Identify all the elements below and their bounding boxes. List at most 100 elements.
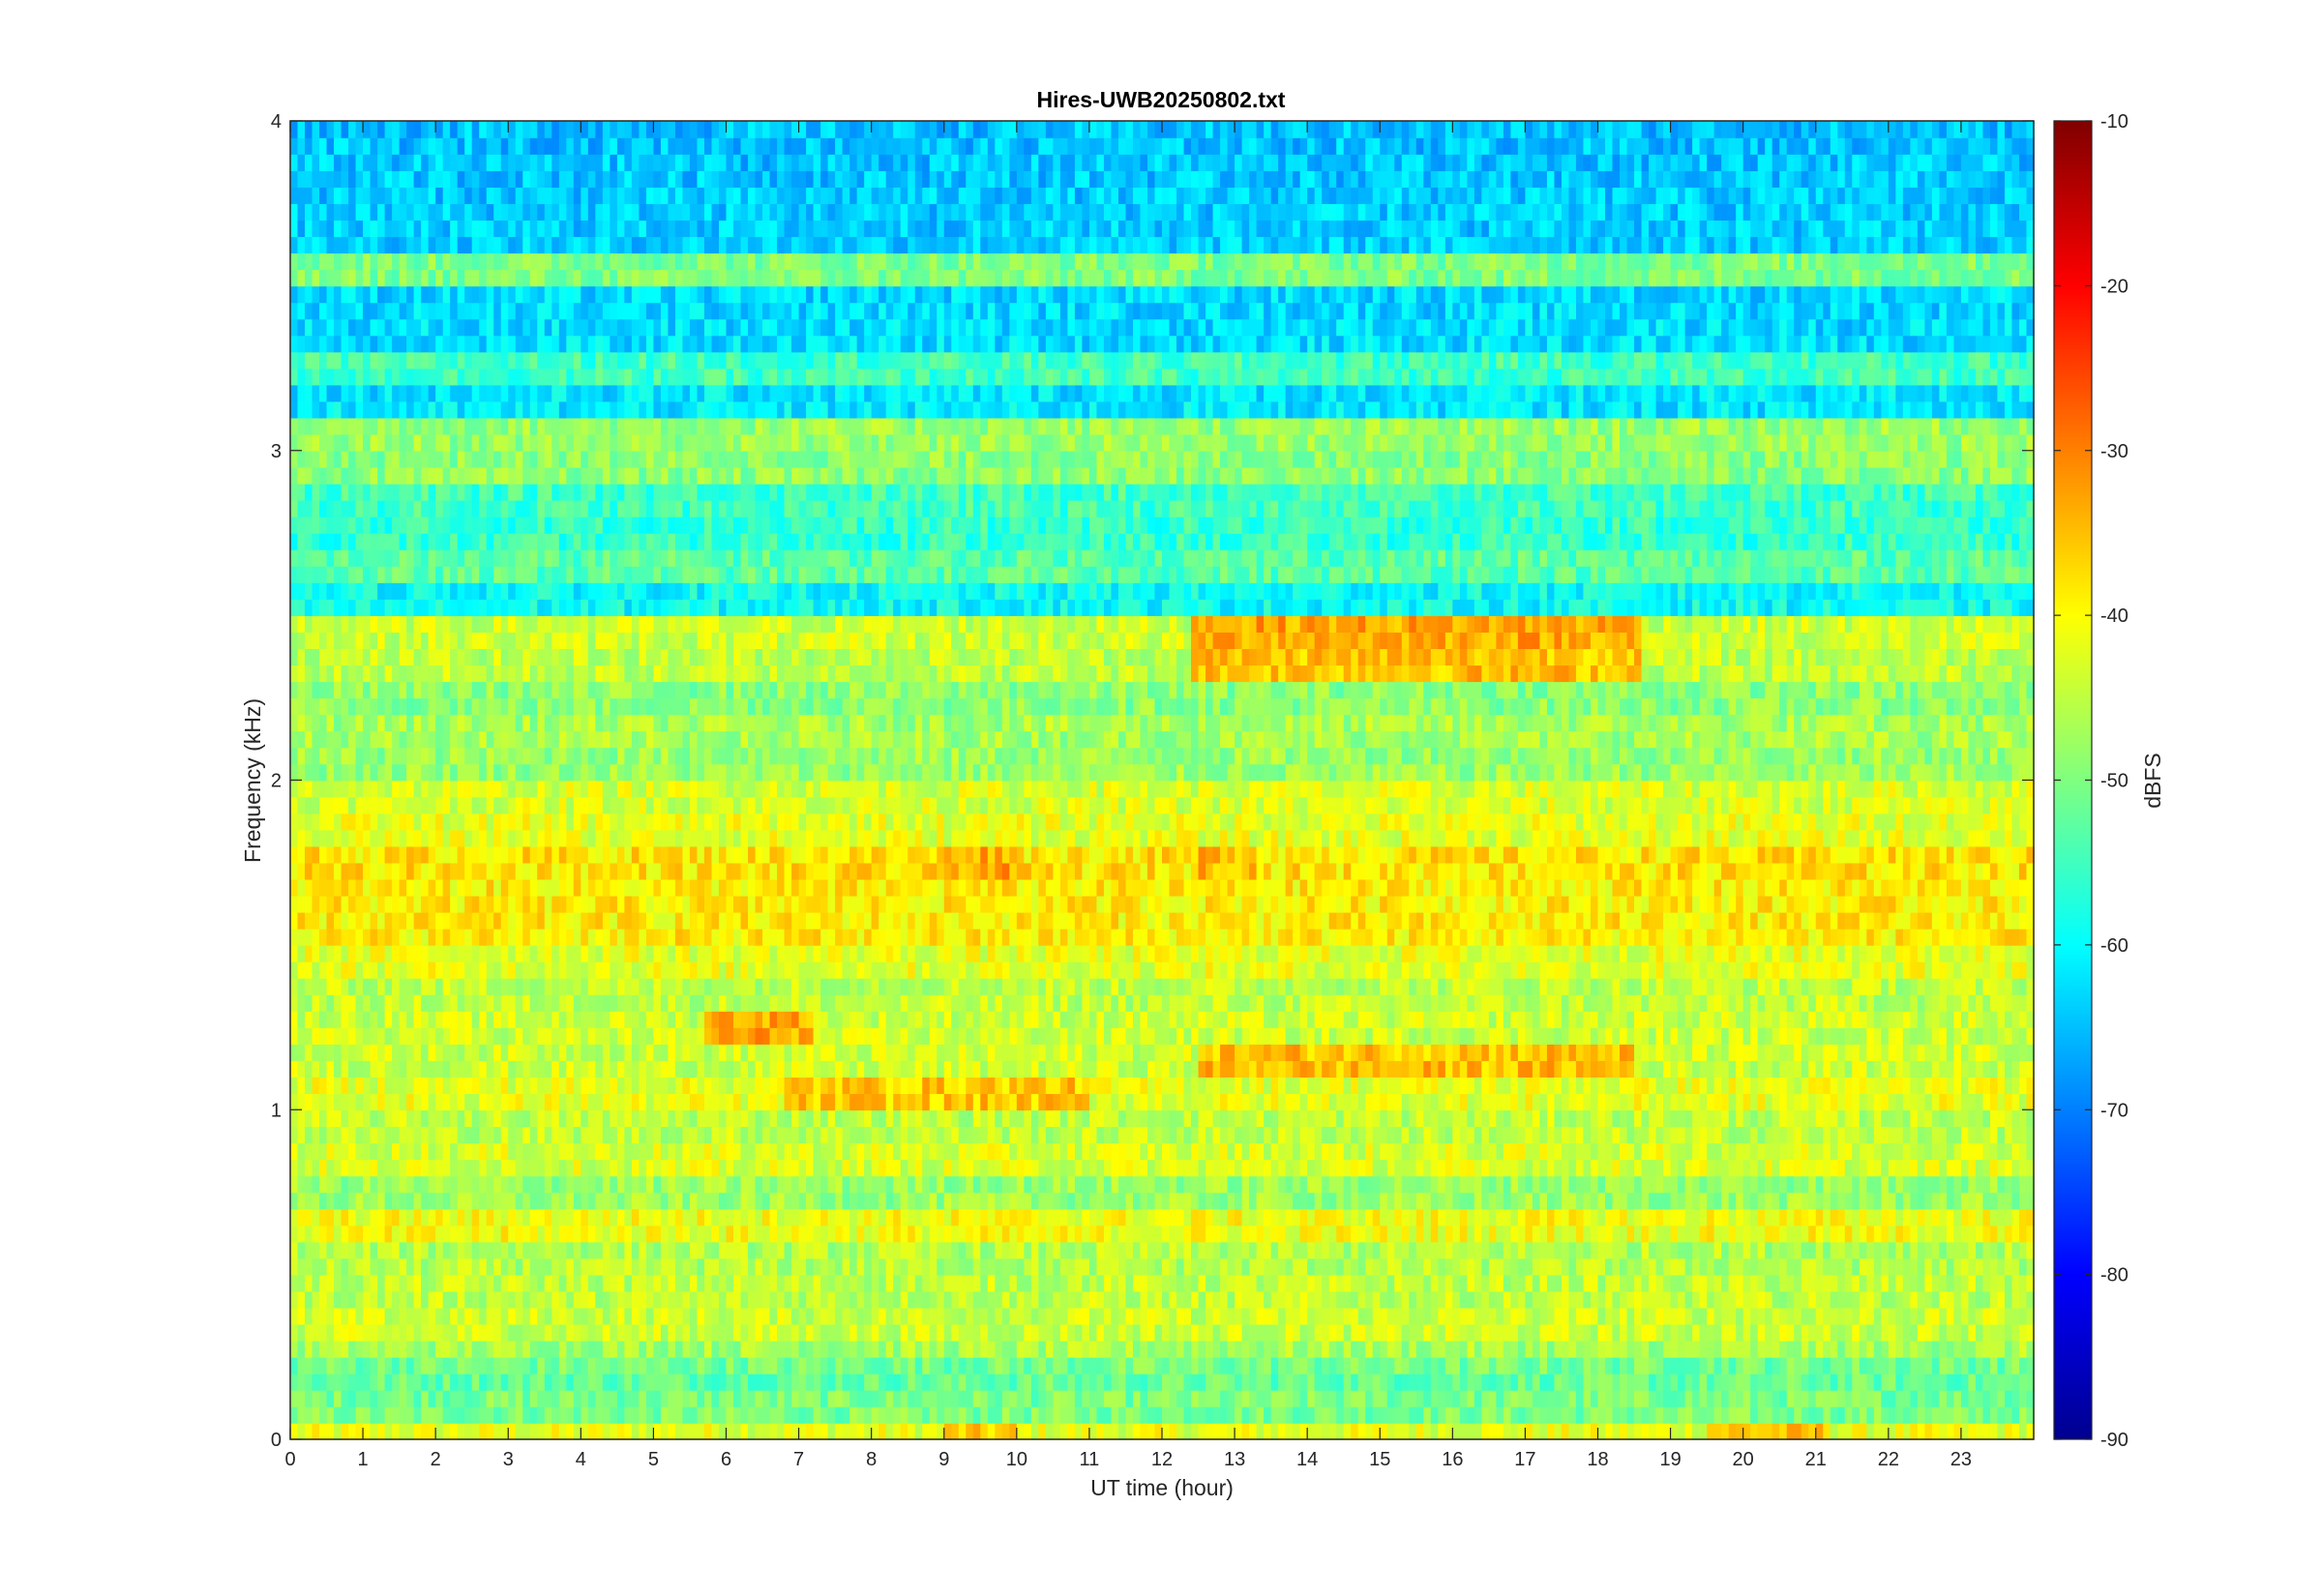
heatmap-cell xyxy=(1467,1126,1475,1144)
heatmap-cell xyxy=(1117,1274,1127,1292)
heatmap-cell xyxy=(1953,1159,1962,1177)
heatmap-cell xyxy=(1227,1192,1235,1210)
heatmap-cell xyxy=(1590,1405,1599,1424)
heatmap-cell xyxy=(1256,1192,1265,1210)
heatmap-cell xyxy=(595,1340,604,1358)
heatmap-cell xyxy=(1140,1225,1148,1243)
heatmap-cell xyxy=(1045,1257,1055,1276)
heatmap-cell xyxy=(1111,1307,1119,1325)
heatmap-cell xyxy=(326,1307,335,1325)
heatmap-cell xyxy=(1953,1340,1962,1358)
heatmap-cell xyxy=(1111,1340,1119,1358)
heatmap-cell xyxy=(399,1323,407,1342)
heatmap-cell xyxy=(1982,1208,1991,1227)
heatmap-cell xyxy=(755,1225,763,1243)
heatmap-cell xyxy=(1953,1241,1962,1259)
heatmap-cell xyxy=(1096,1192,1105,1210)
heatmap-cell xyxy=(2004,1422,2013,1440)
heatmap-cell xyxy=(864,1192,873,1210)
heatmap-cell xyxy=(900,1422,909,1440)
heatmap-cell xyxy=(515,1405,524,1424)
heatmap-cell xyxy=(1459,1340,1469,1358)
heatmap-cell xyxy=(733,1192,742,1210)
heatmap-cell xyxy=(1808,1323,1817,1342)
heatmap-cell xyxy=(1001,1389,1011,1407)
heatmap-cell xyxy=(1713,1422,1722,1440)
heatmap-cell xyxy=(943,1159,953,1177)
heatmap-cell xyxy=(1154,1290,1163,1309)
heatmap-cell xyxy=(835,1208,844,1227)
heatmap-cell xyxy=(610,1422,618,1440)
heatmap-cell xyxy=(1365,1093,1374,1111)
heatmap-cell xyxy=(1808,1175,1817,1194)
heatmap-cell xyxy=(1989,1109,1999,1128)
heatmap-cell xyxy=(1125,1159,1134,1177)
heatmap-cell xyxy=(929,1290,938,1309)
heatmap-cell xyxy=(363,1422,372,1440)
heatmap-cell xyxy=(529,1373,539,1391)
heatmap-cell xyxy=(1474,1159,1483,1177)
heatmap-cell xyxy=(1728,1109,1737,1128)
heatmap-cell xyxy=(798,1356,807,1374)
heatmap-cell xyxy=(1968,1340,1977,1358)
heatmap-cell xyxy=(1125,1323,1134,1342)
heatmap-cell xyxy=(1881,1126,1890,1144)
heatmap-cell xyxy=(1597,1208,1606,1227)
heatmap-cell xyxy=(1059,1159,1069,1177)
heatmap-cell xyxy=(689,1225,699,1243)
heatmap-cell xyxy=(1045,1373,1055,1391)
heatmap-cell xyxy=(1103,1290,1113,1309)
heatmap-cell xyxy=(1278,1323,1287,1342)
heatmap-cell xyxy=(1678,1405,1686,1424)
heatmap-cell xyxy=(1968,1389,1977,1407)
heatmap-cell xyxy=(1626,1373,1635,1391)
heatmap-cell xyxy=(1844,1192,1854,1210)
heatmap-cell xyxy=(1299,1405,1308,1424)
heatmap-cell xyxy=(1191,1290,1200,1309)
heatmap-cell xyxy=(1249,1422,1258,1440)
heatmap-cell xyxy=(1844,1208,1854,1227)
heatmap-cell xyxy=(639,1340,647,1358)
heatmap-cell xyxy=(1001,1175,1011,1194)
heatmap-cell xyxy=(1503,1241,1512,1259)
heatmap-cell xyxy=(1467,1290,1475,1309)
heatmap-cell xyxy=(813,1192,821,1210)
heatmap-cell xyxy=(442,1422,451,1440)
heatmap-cell xyxy=(791,1126,800,1144)
heatmap-cell xyxy=(631,1241,640,1259)
heatmap-cell xyxy=(856,1257,865,1276)
heatmap-cell xyxy=(1132,1109,1142,1128)
heatmap-cell xyxy=(1561,1175,1570,1194)
heatmap-cell xyxy=(1888,1208,1897,1227)
heatmap-cell xyxy=(1307,1422,1316,1440)
heatmap-cell xyxy=(1554,1274,1563,1292)
heatmap-cell xyxy=(529,1192,539,1210)
heatmap-cell xyxy=(610,1225,618,1243)
heatmap-cell xyxy=(791,1093,800,1111)
heatmap-cell xyxy=(1299,1192,1308,1210)
heatmap-cell xyxy=(1910,1356,1919,1374)
heatmap-cell xyxy=(1859,1257,1868,1276)
heatmap-cell xyxy=(1415,1208,1425,1227)
heatmap-cell xyxy=(595,1389,604,1407)
heatmap-cell xyxy=(1975,1356,1984,1374)
heatmap-cell xyxy=(1343,1142,1353,1161)
heatmap-cell xyxy=(1270,1241,1279,1259)
heatmap-cell xyxy=(1510,1126,1519,1144)
heatmap-cell xyxy=(1931,1225,1941,1243)
heatmap-cell xyxy=(508,1142,517,1161)
heatmap-cell xyxy=(1692,1225,1701,1243)
heatmap-cell xyxy=(1568,1274,1577,1292)
heatmap-cell xyxy=(1088,1208,1098,1227)
heatmap-cell xyxy=(1496,1225,1504,1243)
heatmap-cell xyxy=(1220,1356,1229,1374)
heatmap-cell xyxy=(1256,1373,1265,1391)
heatmap-cell xyxy=(1801,1389,1810,1407)
heatmap-cell xyxy=(922,1109,931,1128)
heatmap-cell xyxy=(1946,1175,1955,1194)
heatmap-cell xyxy=(1713,1307,1722,1325)
heatmap-cell xyxy=(733,1208,742,1227)
heatmap-cell xyxy=(580,1241,589,1259)
heatmap-cell xyxy=(951,1389,960,1407)
heatmap-cell xyxy=(718,1405,728,1424)
